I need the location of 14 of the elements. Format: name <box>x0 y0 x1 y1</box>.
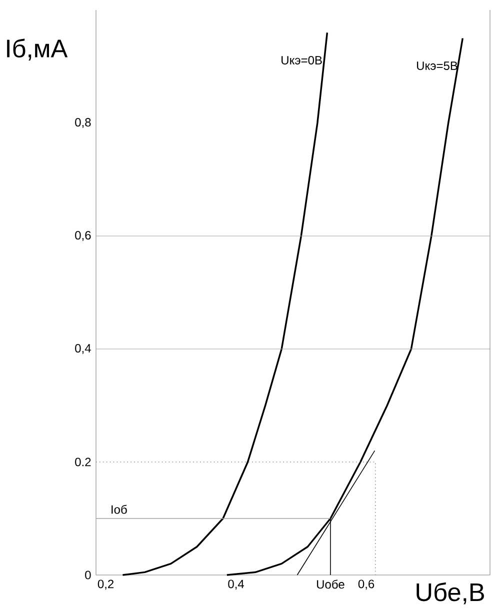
y-tick-label: 0,6 <box>75 231 91 241</box>
annotation: Iоб <box>112 504 127 514</box>
series-label: Uкэ=5В <box>417 62 458 70</box>
y-tick-label: 0.2 <box>75 458 91 466</box>
x-tick-label: 0,6 <box>358 580 374 590</box>
x-tick-label: 0,4 <box>228 580 244 590</box>
y-tick-label: 0,4 <box>75 344 91 354</box>
y-axis-title: Iб,мА <box>7 38 68 60</box>
annotation: Uобе <box>316 580 344 589</box>
x-tick-label: 0,2 <box>98 580 114 590</box>
y-tick-label: 0,8 <box>75 118 91 128</box>
y-tick-label: 0 <box>85 570 91 580</box>
series-label: Uкэ=0В <box>282 56 322 64</box>
x-axis-title: Uбе,В <box>416 582 484 604</box>
